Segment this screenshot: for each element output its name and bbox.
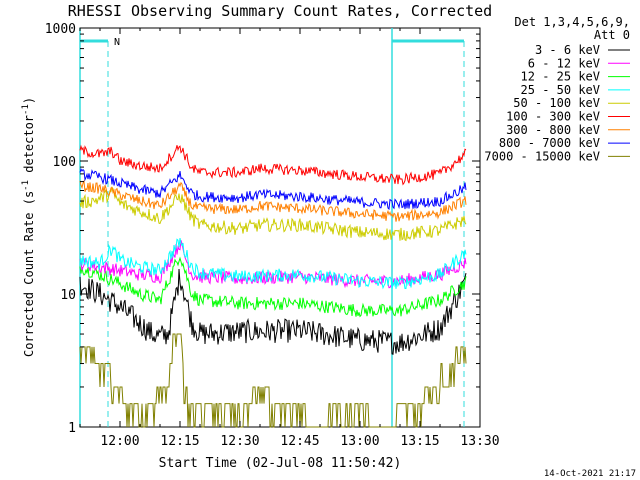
legend-label: 7000 - 15000 keV [484, 149, 600, 163]
footer-timestamp: 14-Oct-2021 21:17 [544, 469, 636, 479]
chart-title: RHESSI Observing Summary Count Rates, Co… [68, 2, 492, 20]
y-axis-label-sup2: -1 [21, 104, 31, 115]
legend-label: 6 - 12 keV [528, 56, 600, 70]
legend-header-line1: Det 1,3,4,5,6,9, [514, 15, 630, 29]
series-line-7 [79, 167, 467, 211]
y-tick-label: 1000 [45, 22, 76, 37]
night-marker-label: N [114, 37, 120, 48]
y-tick-label: 100 [53, 155, 76, 170]
series-line-5 [79, 144, 467, 186]
x-axis: 12:00 12:15 12:30 12:45 13:00 13:15 13:30 [79, 28, 500, 449]
legend-label: 100 - 300 keV [506, 110, 600, 124]
series-line-0 [79, 268, 467, 355]
legend-label: 300 - 800 keV [506, 123, 600, 137]
x-tick-label: 13:00 [340, 434, 379, 449]
x-axis-label: Start Time (02-Jul-08 11:50:42) [159, 456, 402, 471]
series-line-3 [79, 238, 467, 290]
y-axis: 1 10 100 1000 [45, 22, 480, 436]
y-axis-label-mid: detector [22, 115, 36, 180]
y-tick-label: 1 [68, 421, 76, 436]
y-axis-label-sup1: -1 [21, 180, 31, 191]
legend-label: 800 - 7000 keV [499, 136, 600, 150]
x-tick-label: 12:45 [280, 434, 319, 449]
legend-label: 3 - 6 keV [535, 43, 600, 57]
legend-label: 12 - 25 keV [521, 70, 600, 84]
legend-label: 25 - 50 keV [521, 83, 600, 97]
series-line-8 [79, 333, 467, 428]
x-tick-label: 13:15 [400, 434, 439, 449]
legend-label: 50 - 100 keV [513, 96, 600, 110]
series-line-2 [79, 256, 467, 318]
series-line-6 [79, 179, 467, 222]
x-tick-label: 12:00 [100, 434, 139, 449]
x-tick-label: 12:15 [160, 434, 199, 449]
y-axis-label-end: ) [22, 97, 36, 104]
series-line-4 [79, 186, 467, 242]
y-axis-label: Corrected Count Rate (s-1 detector-1) [21, 97, 36, 357]
legend-header-line2: Att 0 [594, 28, 630, 42]
y-axis-label-main: Corrected Count Rate (s [22, 191, 36, 357]
night-markers: N [79, 28, 465, 427]
x-tick-label: 13:30 [460, 434, 499, 449]
y-tick-label: 10 [60, 288, 76, 303]
x-tick-label: 12:30 [220, 434, 259, 449]
series-layer [79, 144, 467, 428]
